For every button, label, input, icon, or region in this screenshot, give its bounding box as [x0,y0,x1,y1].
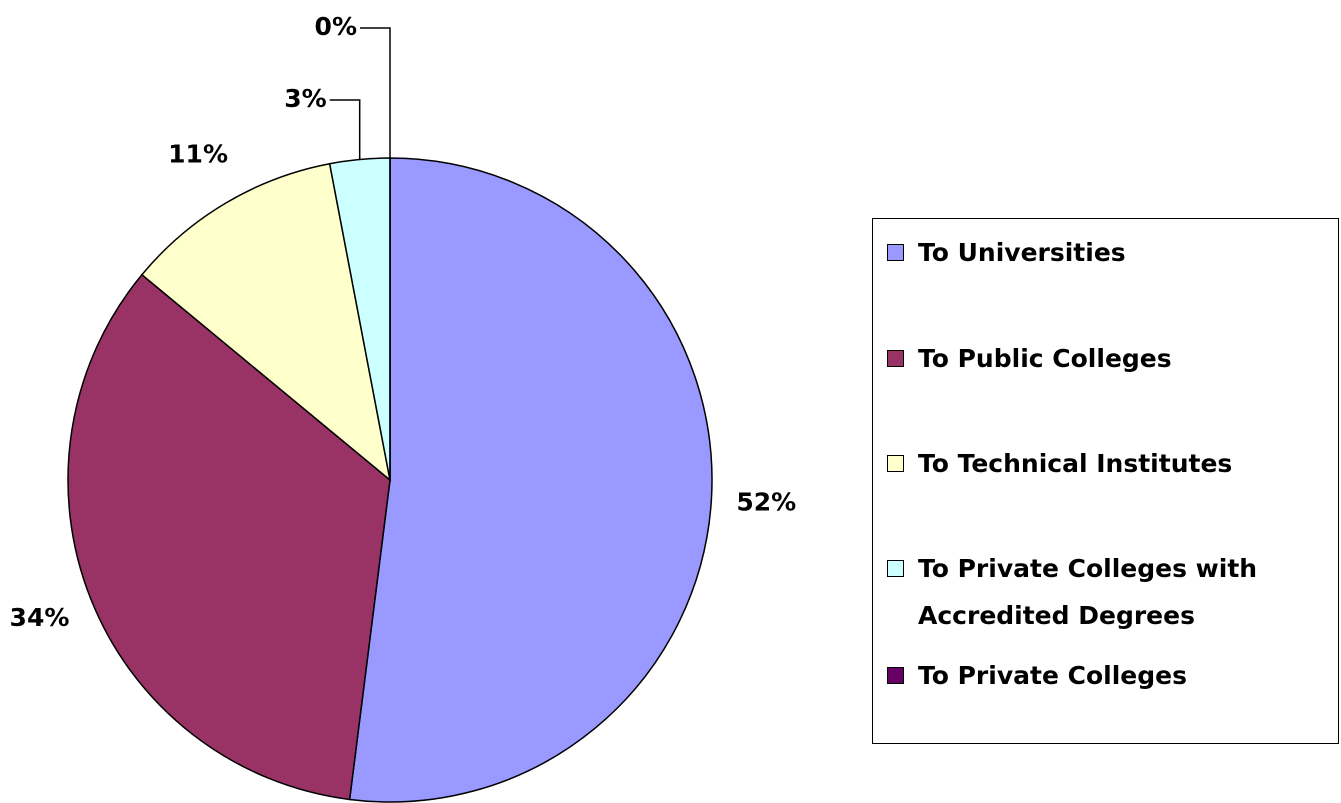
pie-slice [67,273,391,801]
legend-swatch [887,667,904,684]
legend-label: To Technical Institutes [918,449,1233,478]
legend-item: To Private Colleges with Accredited Degr… [887,545,1337,639]
legend-item: To Universities [887,229,1337,276]
legend: To Universities To Public Colleges To Tech… [872,218,1339,744]
data-label: 0% [315,12,357,41]
data-label: 3% [284,84,326,113]
legend-label: To Universities [918,238,1126,267]
data-label: 11% [168,140,228,169]
data-label: 34% [10,603,70,632]
chart: 52% 34% 11% 3% 0% [10,12,796,803]
data-label: 52% [736,488,796,517]
pie-slice [140,162,392,482]
leader-line [360,27,391,158]
legend-swatch [887,244,904,261]
legend-label: To Private Colleges with Accredited Degr… [918,554,1258,630]
legend-item: To Private Colleges [887,652,1337,699]
legend-label: To Private Colleges [918,661,1187,690]
legend-item: To Public Colleges [887,335,1337,382]
legend-swatch [887,560,904,577]
legend-item: To Technical Institutes [887,440,1337,487]
legend-swatch [887,350,904,367]
legend-swatch [887,455,904,472]
pie-slice [348,157,713,803]
legend-label: To Public Colleges [918,344,1172,373]
leader-line [329,99,361,160]
